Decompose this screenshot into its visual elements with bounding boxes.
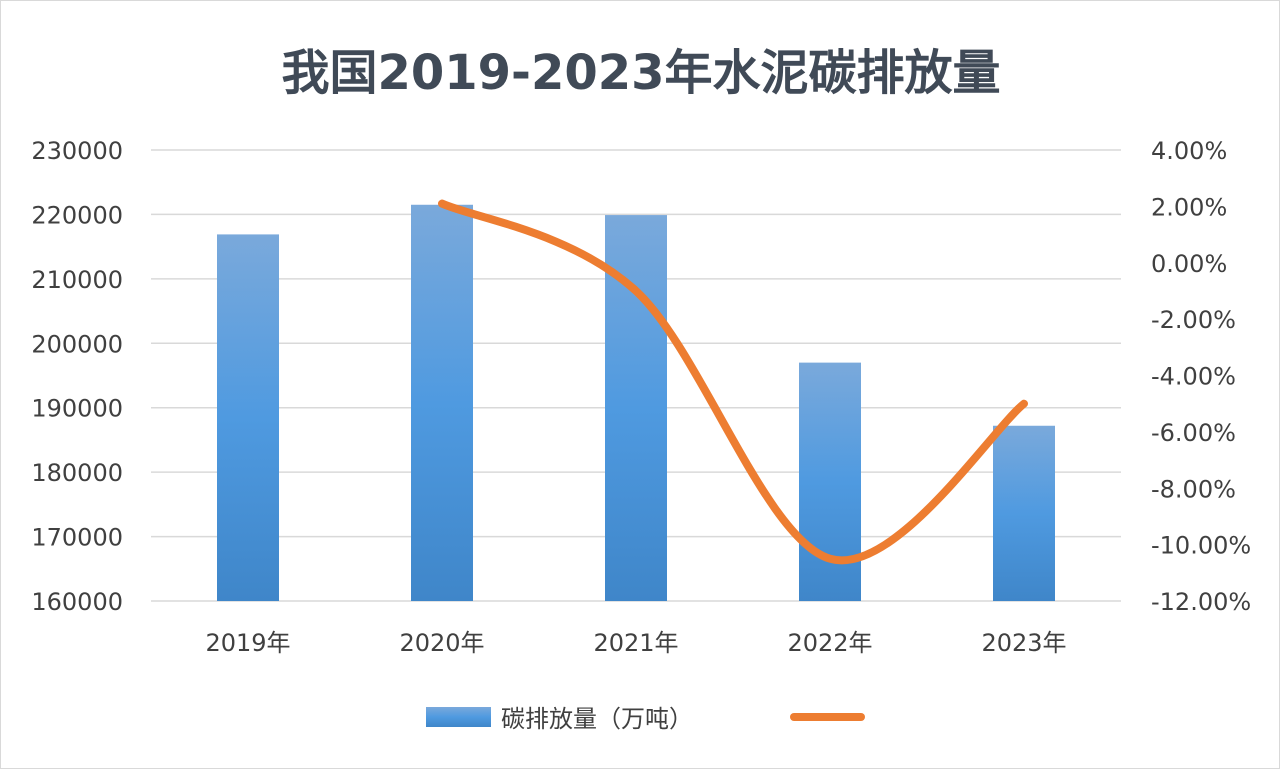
chart-title: 我国2019-2023年水泥碳排放量 bbox=[281, 45, 1000, 101]
right-axis-tick-label: 4.00% bbox=[1151, 137, 1227, 165]
line-series bbox=[438, 199, 1028, 565]
category-label: 2019年 bbox=[205, 629, 290, 657]
bar bbox=[411, 204, 473, 601]
left-axis-tick-label: 160000 bbox=[31, 588, 123, 616]
category-label: 2021年 bbox=[593, 629, 678, 657]
right-axis-tick-label: -8.00% bbox=[1151, 475, 1236, 503]
left-axis-ticks: 230000 220000 210000 200000 190000 180000 1700… bbox=[31, 137, 123, 616]
bar bbox=[799, 362, 861, 601]
left-axis-tick-label: 200000 bbox=[31, 330, 123, 358]
bar bbox=[993, 425, 1055, 601]
left-axis-tick-label: 170000 bbox=[31, 524, 123, 552]
left-axis-tick-label: 190000 bbox=[31, 395, 123, 423]
right-axis-tick-label: -10.00% bbox=[1151, 532, 1251, 560]
bar-series bbox=[217, 204, 1055, 601]
legend-bar-label: 碳排放量（万吨） bbox=[501, 705, 693, 733]
left-axis-tick-label: 230000 bbox=[31, 137, 123, 165]
left-axis-tick-label: 210000 bbox=[31, 266, 123, 294]
right-axis-tick-label: 0.00% bbox=[1151, 250, 1227, 278]
category-label: 2022年 bbox=[787, 629, 872, 657]
bar bbox=[605, 215, 667, 601]
line-path bbox=[438, 199, 1028, 565]
category-label: 2023年 bbox=[981, 629, 1066, 657]
right-axis-tick-label: -12.00% bbox=[1151, 588, 1251, 616]
right-axis-tick-label: -4.00% bbox=[1151, 363, 1236, 391]
left-axis-tick-label: 180000 bbox=[31, 459, 123, 487]
legend: 碳排放量（万吨） bbox=[426, 705, 865, 733]
category-axis-labels: 2019年 2020年 2021年 2022年 2023年 bbox=[205, 629, 1066, 657]
right-axis-ticks: 4.00% 2.00% 0.00% -2.00% -4.00% -6.00% -8.00% -… bbox=[1151, 137, 1251, 616]
right-axis-tick-label: -2.00% bbox=[1151, 306, 1236, 334]
category-label: 2020年 bbox=[399, 629, 484, 657]
legend-bar-swatch bbox=[426, 707, 491, 727]
left-axis-tick-label: 220000 bbox=[31, 201, 123, 229]
bar bbox=[217, 234, 279, 601]
right-axis-tick-label: -6.00% bbox=[1151, 419, 1236, 447]
right-axis-tick-label: 2.00% bbox=[1151, 193, 1227, 221]
